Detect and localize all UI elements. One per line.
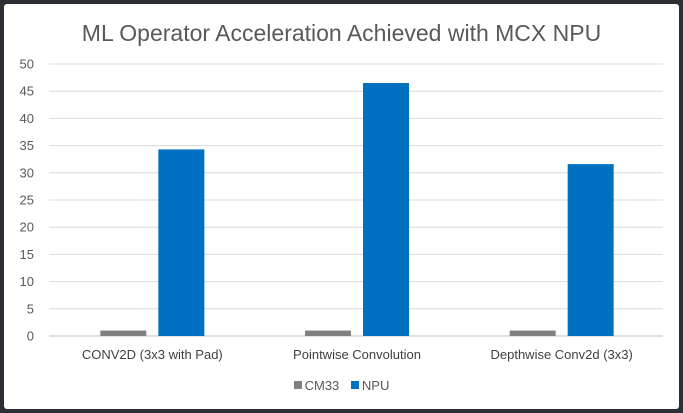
- y-tick-label: 20: [20, 220, 34, 235]
- bar-chart: 0 5 10 15 20 25 30 35 40 45 50 CONV2D (3x3 with Pad…: [20, 57, 663, 362]
- y-tick-label: 40: [20, 111, 34, 126]
- y-tick-label: 35: [20, 138, 34, 153]
- legend-item-cm33: CM33: [293, 377, 340, 393]
- bar-cm33: [305, 330, 351, 336]
- chart-frame: ML Operator Acceleration Achieved with M…: [4, 4, 679, 409]
- y-tick-label: 30: [20, 165, 34, 180]
- legend-label-npu: NPU: [361, 377, 390, 393]
- y-tick-label: 15: [20, 247, 34, 262]
- legend-item-npu: NPU: [350, 377, 390, 393]
- legend-swatch-npu: [350, 381, 359, 389]
- y-tick-label: 25: [20, 193, 34, 208]
- x-tick-label: CONV2D (3x3 with Pad): [82, 347, 223, 362]
- bar-cm33: [509, 330, 556, 336]
- x-tick-label: Depthwise Conv2d (3x3): [490, 347, 632, 362]
- y-tick-label: 0: [27, 329, 34, 344]
- y-tick-label: 5: [27, 301, 34, 316]
- legend-label-cm33: CM33: [304, 377, 340, 393]
- y-tick-label: 45: [20, 84, 34, 99]
- chart-legend: CM33 NPU: [4, 377, 679, 393]
- bar-cm33: [100, 330, 147, 336]
- x-tick-label: Pointwise Convolution: [293, 347, 421, 362]
- y-tick-label: 50: [20, 57, 34, 72]
- chart-title: ML Operator Acceleration Achieved with M…: [81, 20, 602, 46]
- y-tick-label: 10: [20, 274, 34, 289]
- legend-swatch-cm33: [293, 381, 302, 389]
- bar-npu: [567, 164, 614, 336]
- bar-npu: [363, 83, 409, 336]
- bar-npu: [158, 149, 205, 336]
